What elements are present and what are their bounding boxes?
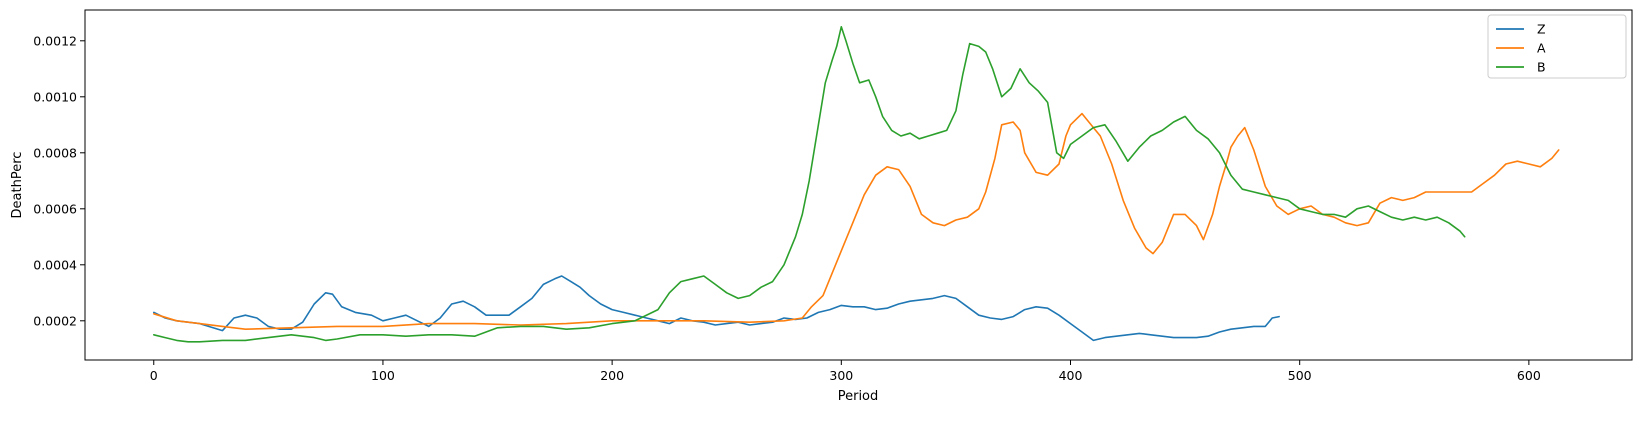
legend-box — [1487, 14, 1627, 79]
x-axis-label: Period — [838, 389, 879, 404]
x-tick-label: 300 — [829, 368, 853, 383]
y-tick-label: 0.0012 — [33, 33, 77, 48]
plot-background — [85, 10, 1632, 360]
y-tick-label: 0.0004 — [33, 257, 77, 272]
legend-label-b: B — [1537, 60, 1546, 75]
x-tick-label: 600 — [1517, 368, 1541, 383]
x-tick-label: 200 — [600, 368, 624, 383]
y-tick-label: 0.0002 — [33, 313, 77, 328]
x-tick-label: 500 — [1288, 368, 1312, 383]
series-layer — [153, 25, 1560, 343]
legend-label-a: A — [1537, 41, 1546, 56]
y-axis-label: DeathPerc — [10, 152, 25, 219]
x-axis-ticks: 0 100 200 300 400 500 600 — [150, 360, 1541, 383]
y-tick-label: 0.0006 — [33, 201, 77, 216]
x-tick-label: 0 — [150, 368, 158, 383]
x-tick-label: 400 — [1059, 368, 1083, 383]
y-axis-ticks: 0.0002 0.0004 0.0006 0.0008 0.0010 0.0012 — [33, 33, 85, 328]
series-line-b — [153, 25, 1466, 343]
plot-frame — [84, 9, 1633, 361]
legend: ZAB — [1487, 14, 1627, 79]
y-tick-label: 0.0010 — [33, 89, 77, 104]
x-tick-label: 100 — [371, 368, 395, 383]
series-line-z — [153, 275, 1280, 342]
legend-label-z: Z — [1537, 22, 1546, 37]
y-tick-label: 0.0008 — [33, 145, 77, 160]
